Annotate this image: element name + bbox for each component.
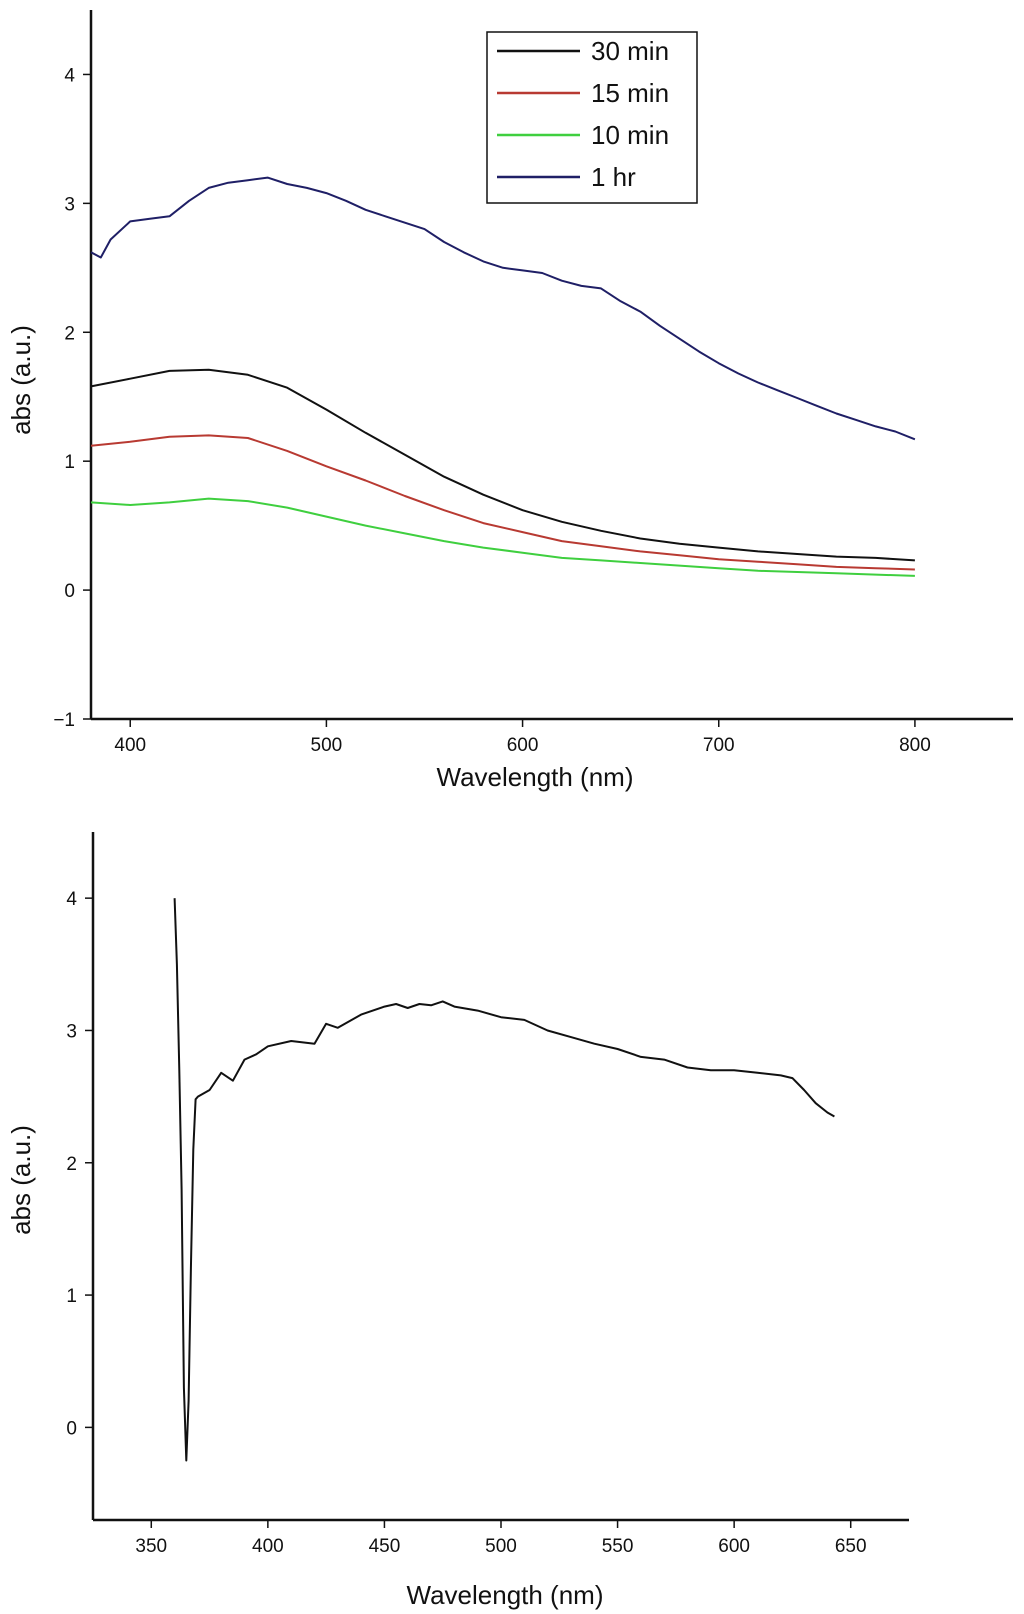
x-tick-label: 500 xyxy=(311,735,343,756)
chart-top-x-axis-title: Wavelength (nm) xyxy=(437,762,634,792)
y-tick-label: 3 xyxy=(64,194,75,215)
y-tick-label: 1 xyxy=(66,1286,77,1307)
y-tick-label: 3 xyxy=(66,1021,77,1042)
legend-label: 1 hr xyxy=(591,162,636,192)
y-tick-label: 4 xyxy=(66,889,77,910)
chart-top: 400 500 600 700 800 −1 0 1 2 3 4 Wavelength (nm) a… xyxy=(6,10,1013,792)
chart-top-y-axis-title: abs (a.u.) xyxy=(6,325,36,435)
series-line-15-min xyxy=(90,434,915,571)
x-tick-label: 550 xyxy=(602,1536,634,1557)
chart-bottom-x-axis-title: Wavelength (nm) xyxy=(407,1580,604,1610)
series-line-30-min xyxy=(90,368,915,562)
legend-box xyxy=(486,31,698,204)
series-line-1-hr xyxy=(90,176,916,441)
y-tick-label: 2 xyxy=(66,1154,77,1175)
legend-label: 10 min xyxy=(591,120,669,150)
x-tick-label: 650 xyxy=(835,1536,867,1557)
x-tick-label: 500 xyxy=(485,1536,517,1557)
y-tick-label: 2 xyxy=(64,323,75,344)
x-tick-label: 700 xyxy=(703,735,735,756)
series-line-10-min xyxy=(90,497,915,577)
legend-label: 30 min xyxy=(591,36,669,66)
x-tick-label: 400 xyxy=(114,735,146,756)
x-tick-label: 400 xyxy=(252,1536,284,1557)
y-tick-label: 0 xyxy=(64,581,75,602)
series-line-series-0 xyxy=(173,898,835,1462)
chart-bottom-y-axis-title: abs (a.u.) xyxy=(6,1125,36,1235)
x-tick-label: 350 xyxy=(135,1536,167,1557)
chart-top-legend: 30 min 15 min 10 min 1 hr xyxy=(486,31,698,204)
x-tick-label: 800 xyxy=(899,735,931,756)
legend-label: 15 min xyxy=(591,78,669,108)
y-tick-label: 0 xyxy=(66,1418,77,1439)
chart-bottom: 350 400 450 500 550 600 650 0 1 2 3 4 Wavelength (n… xyxy=(6,832,909,1610)
y-tick-label: 4 xyxy=(64,65,75,86)
x-tick-label: 600 xyxy=(507,735,539,756)
y-tick-label: −1 xyxy=(53,710,75,731)
x-tick-label: 450 xyxy=(369,1536,401,1557)
x-tick-label: 600 xyxy=(718,1536,750,1557)
y-tick-label: 1 xyxy=(64,452,75,473)
